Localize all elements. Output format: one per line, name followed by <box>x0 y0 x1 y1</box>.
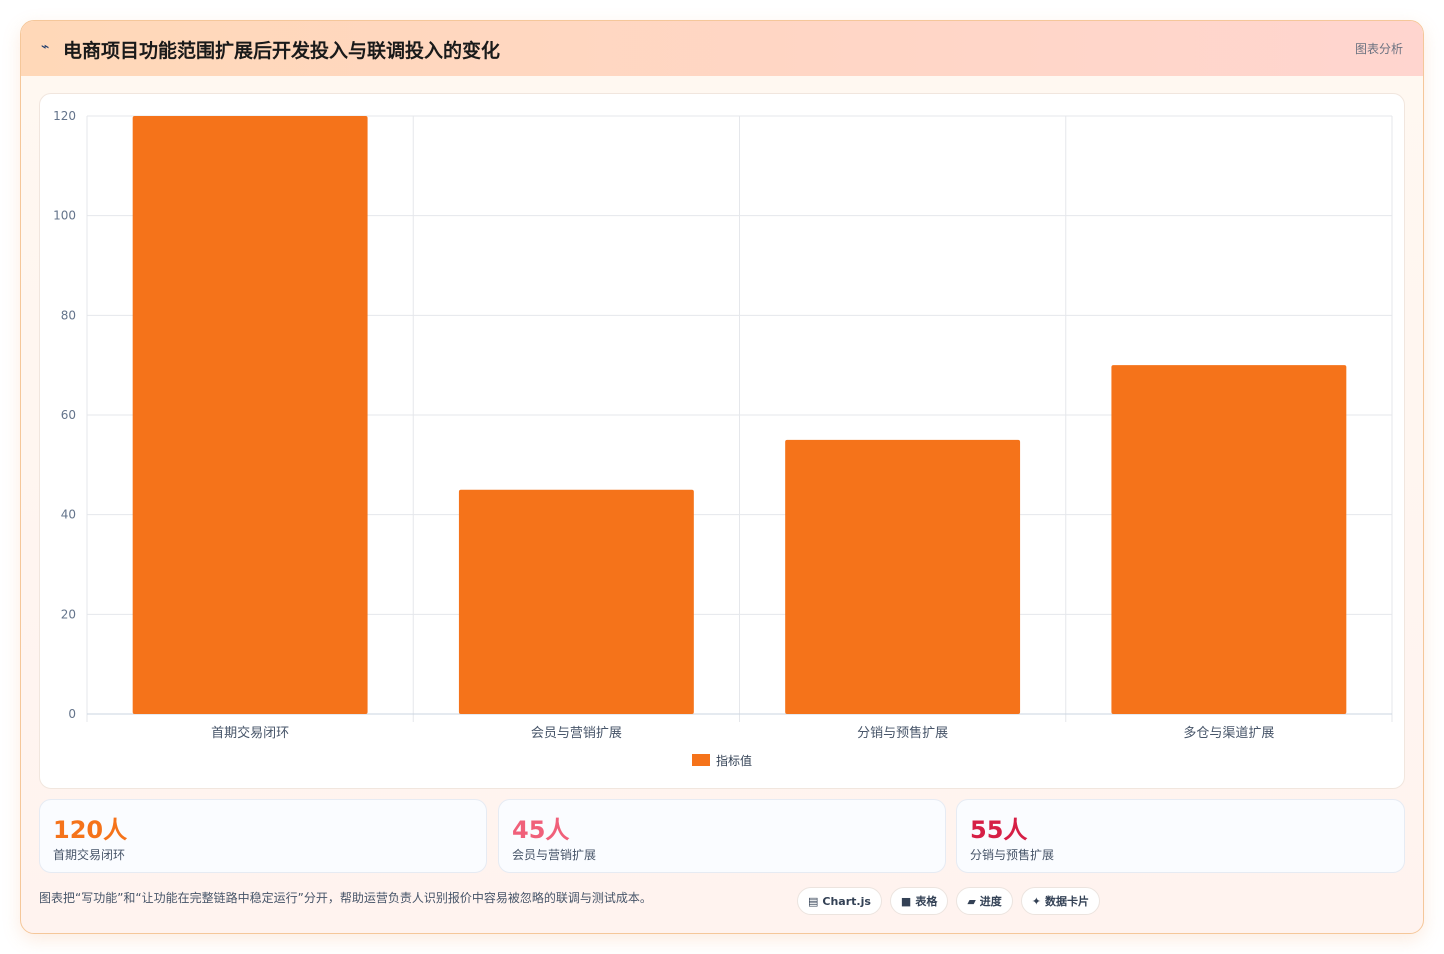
pill-progress[interactable]: ▰ 进度 <box>956 887 1013 915</box>
stat-label: 首期交易闭环 <box>53 848 126 862</box>
stat-label: 会员与营销扩展 <box>512 848 597 862</box>
y-tick-label: 20 <box>61 607 76 621</box>
y-tick-label: 60 <box>61 408 76 422</box>
x-tick-label: 首期交易闭环 <box>211 725 289 741</box>
chart-panel: 0 20 40 60 80 100 120 首期交易闭环 会员与营销扩展 分销与预售扩展 多仓与渠道… <box>39 93 1405 789</box>
bar-chart: 0 20 40 60 80 100 120 首期交易闭环 会员与营销扩展 分销与预售扩展 多仓与渠道… <box>53 109 1393 768</box>
pill-label: 表格 <box>915 895 938 908</box>
pill-chartjs[interactable]: ▤ Chart.js <box>797 887 882 915</box>
stat-card-1: 120人 首期交易闭环 <box>39 799 487 873</box>
y-tick-label: 100 <box>53 209 76 223</box>
progress-icon: ▰ <box>967 894 976 908</box>
y-tick-label: 40 <box>61 508 76 522</box>
pill-data-card[interactable]: ✦ 数据卡片 <box>1020 887 1101 915</box>
y-tick-label: 120 <box>53 109 76 123</box>
pill-label: 数据卡片 <box>1045 895 1090 908</box>
feature-pills: ▤ Chart.js ■ 表格 ▰ 进度 ✦ 数据卡片 <box>797 887 1101 915</box>
bar[interactable] <box>1111 365 1347 714</box>
stat-value: 45人 <box>512 816 570 844</box>
x-tick-label: 分销与预售扩展 <box>857 725 948 741</box>
bar[interactable] <box>458 489 694 714</box>
y-tick-label: 80 <box>61 308 76 322</box>
category-tag: 图表分析 <box>1354 42 1403 56</box>
stat-card-3: 55人 分销与预售扩展 <box>956 799 1405 873</box>
chart-line-icon: ⌁ <box>41 39 50 55</box>
table-icon: ■ <box>900 894 912 908</box>
legend-swatch <box>692 754 710 766</box>
x-tick-label: 多仓与渠道扩展 <box>1183 725 1274 741</box>
page-title: 电商项目功能范围扩展后开发投入与联调投入的变化 <box>63 40 501 62</box>
x-tick-label: 会员与营销扩展 <box>531 726 622 741</box>
chart-note: 图表把“写功能”和“让功能在完整链路中稳定运行”分开，帮助运营负责人识别报价中容… <box>39 891 652 905</box>
pill-label: 进度 <box>979 895 1002 908</box>
chart-icon: ▤ <box>808 894 819 908</box>
pill-label: Chart.js <box>822 894 871 908</box>
bar[interactable] <box>132 116 368 714</box>
bar[interactable] <box>785 439 1021 714</box>
stat-label: 分销与预售扩展 <box>970 848 1055 862</box>
pill-table[interactable]: ■ 表格 <box>889 887 949 915</box>
y-tick-label: 0 <box>68 707 76 721</box>
card-header: ⌁ 电商项目功能范围扩展后开发投入与联调投入的变化 图表分析 <box>21 21 1423 76</box>
legend-label: 指标值 <box>716 753 752 768</box>
stat-value: 120人 <box>53 816 128 844</box>
stat-card-2: 45人 会员与营销扩展 <box>498 799 946 873</box>
chart-card: ⌁ 电商项目功能范围扩展后开发投入与联调投入的变化 图表分析 0 20 40 60 80… <box>20 20 1424 934</box>
card-icon: ✦ <box>1031 894 1042 908</box>
stat-value: 55人 <box>970 816 1028 844</box>
